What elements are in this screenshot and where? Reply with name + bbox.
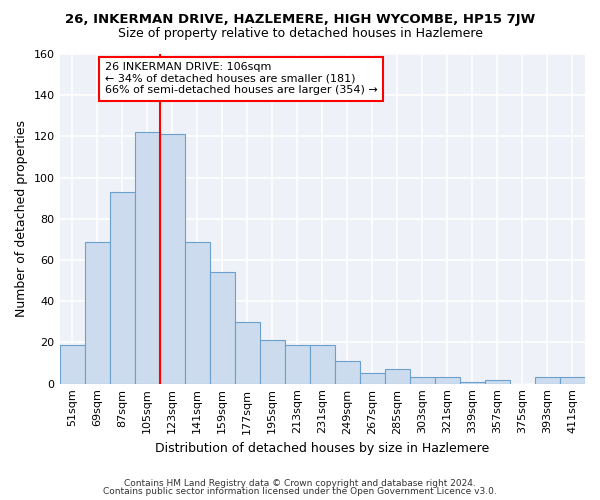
Bar	[310, 344, 335, 384]
Bar	[385, 370, 410, 384]
Bar	[235, 322, 260, 384]
X-axis label: Distribution of detached houses by size in Hazlemere: Distribution of detached houses by size …	[155, 442, 490, 455]
Bar	[410, 378, 435, 384]
Bar	[160, 134, 185, 384]
Bar	[59, 344, 85, 384]
Bar	[209, 272, 235, 384]
Bar	[185, 242, 209, 384]
Bar	[360, 374, 385, 384]
Text: Contains HM Land Registry data © Crown copyright and database right 2024.: Contains HM Land Registry data © Crown c…	[124, 478, 476, 488]
Bar	[335, 361, 360, 384]
Bar	[485, 380, 510, 384]
Y-axis label: Number of detached properties: Number of detached properties	[15, 120, 28, 318]
Bar	[535, 378, 560, 384]
Bar	[110, 192, 134, 384]
Bar	[460, 382, 485, 384]
Bar	[285, 344, 310, 384]
Bar	[85, 242, 110, 384]
Bar	[435, 378, 460, 384]
Bar	[134, 132, 160, 384]
Text: Size of property relative to detached houses in Hazlemere: Size of property relative to detached ho…	[118, 28, 482, 40]
Text: 26 INKERMAN DRIVE: 106sqm
← 34% of detached houses are smaller (181)
66% of semi: 26 INKERMAN DRIVE: 106sqm ← 34% of detac…	[104, 62, 377, 96]
Bar	[260, 340, 285, 384]
Text: Contains public sector information licensed under the Open Government Licence v3: Contains public sector information licen…	[103, 487, 497, 496]
Bar	[560, 378, 585, 384]
Text: 26, INKERMAN DRIVE, HAZLEMERE, HIGH WYCOMBE, HP15 7JW: 26, INKERMAN DRIVE, HAZLEMERE, HIGH WYCO…	[65, 12, 535, 26]
